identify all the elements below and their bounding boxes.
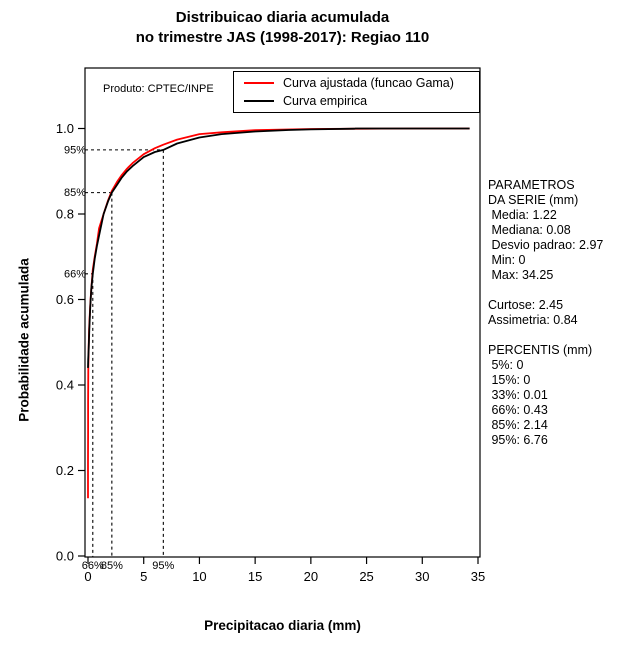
x-axis-tick-label: 5: [140, 569, 147, 584]
stats-line: PERCENTIS (mm): [488, 343, 593, 357]
empirical-curve-swatch: [244, 100, 274, 102]
stats-line: [488, 328, 603, 343]
stats-line: 15%: 0: [488, 373, 531, 387]
x-axis-tick-label: 10: [192, 569, 206, 584]
stats-line: Media: 1.22: [488, 208, 557, 222]
empirical-curve: [87, 127, 470, 368]
stats-line: 66%: 0.43: [488, 403, 548, 417]
plot-border: [84, 67, 481, 558]
stats-line: 5%: 0: [488, 358, 524, 372]
y-axis-tick-label: 1.0: [56, 121, 74, 136]
percentile-guide-95-label-bottom: 95%: [152, 560, 174, 572]
percentile-guide-66-label-bottom: 66%: [82, 560, 104, 572]
product-label: Produto: CPTEC/INPE: [103, 83, 214, 95]
y-axis-tick-label: 0.8: [56, 207, 74, 222]
fitted-curve-swatch: [244, 82, 274, 84]
chart-title-line1: Distribuicao diaria acumulada: [175, 9, 390, 26]
stats-line: 95%: 6.76: [488, 433, 548, 447]
stats-line: 85%: 2.14: [488, 418, 548, 432]
x-axis-label: Precipitacao diaria (mm): [204, 618, 361, 633]
x-axis-tick-label: 25: [359, 569, 373, 584]
x-axis-tick-label: 30: [415, 569, 429, 584]
y-axis-tick-label: 0.2: [56, 463, 74, 478]
x-axis-tick-label: 35: [471, 569, 485, 584]
legend-item-fitted: Curva ajustada (funcao Gama): [244, 76, 479, 90]
chart-title-line2: no trimestre JAS (1998-2017): Regiao 110: [135, 29, 430, 46]
fitted-curve: [87, 127, 470, 499]
percentile-guide-85-label-bottom: 85%: [101, 560, 123, 572]
stats-line: Curtose: 2.45: [488, 298, 564, 312]
y-axis-label: Probabilidade acumulada: [16, 258, 32, 422]
legend: Curva ajustada (funcao Gama) Curva empir…: [233, 71, 480, 113]
chart-title: Distribuicao diaria acumulada no trimest…: [0, 8, 565, 48]
x-axis-tick-label: 20: [304, 569, 318, 584]
percentile-guide-66-label-left: 66%: [64, 268, 86, 280]
stats-line: Mediana: 0.08: [488, 223, 571, 237]
stats-line: DA SERIE (mm): [488, 193, 579, 207]
legend-label-empirical: Curva empirica: [283, 94, 368, 108]
percentile-guide-95-label-left: 95%: [64, 144, 86, 156]
stats-line: Assimetria: 0.84: [488, 313, 578, 327]
x-axis-tick-label: 0: [84, 569, 91, 584]
legend-label-fitted: Curva ajustada (funcao Gama): [283, 76, 454, 90]
stats-panel: PARAMETROS DA SERIE (mm) Media: 1.22 Medi…: [488, 178, 603, 448]
stats-line: Desvio padrao: 2.97: [488, 238, 604, 252]
stats-line: Min: 0: [488, 253, 526, 267]
y-axis-tick-label: 0.6: [56, 292, 74, 307]
percentile-guide-85-label-left: 85%: [64, 187, 86, 199]
y-axis-tick-label: 0.4: [56, 378, 74, 393]
stats-line: Max: 34.25: [488, 268, 554, 282]
stats-line: 33%: 0.01: [488, 388, 548, 402]
stats-line: [488, 283, 603, 298]
y-axis-tick-label: 0.0: [56, 549, 74, 564]
x-axis-tick-label: 15: [248, 569, 262, 584]
legend-item-empirical: Curva empirica: [244, 94, 479, 108]
stats-line: PARAMETROS: [488, 178, 575, 192]
